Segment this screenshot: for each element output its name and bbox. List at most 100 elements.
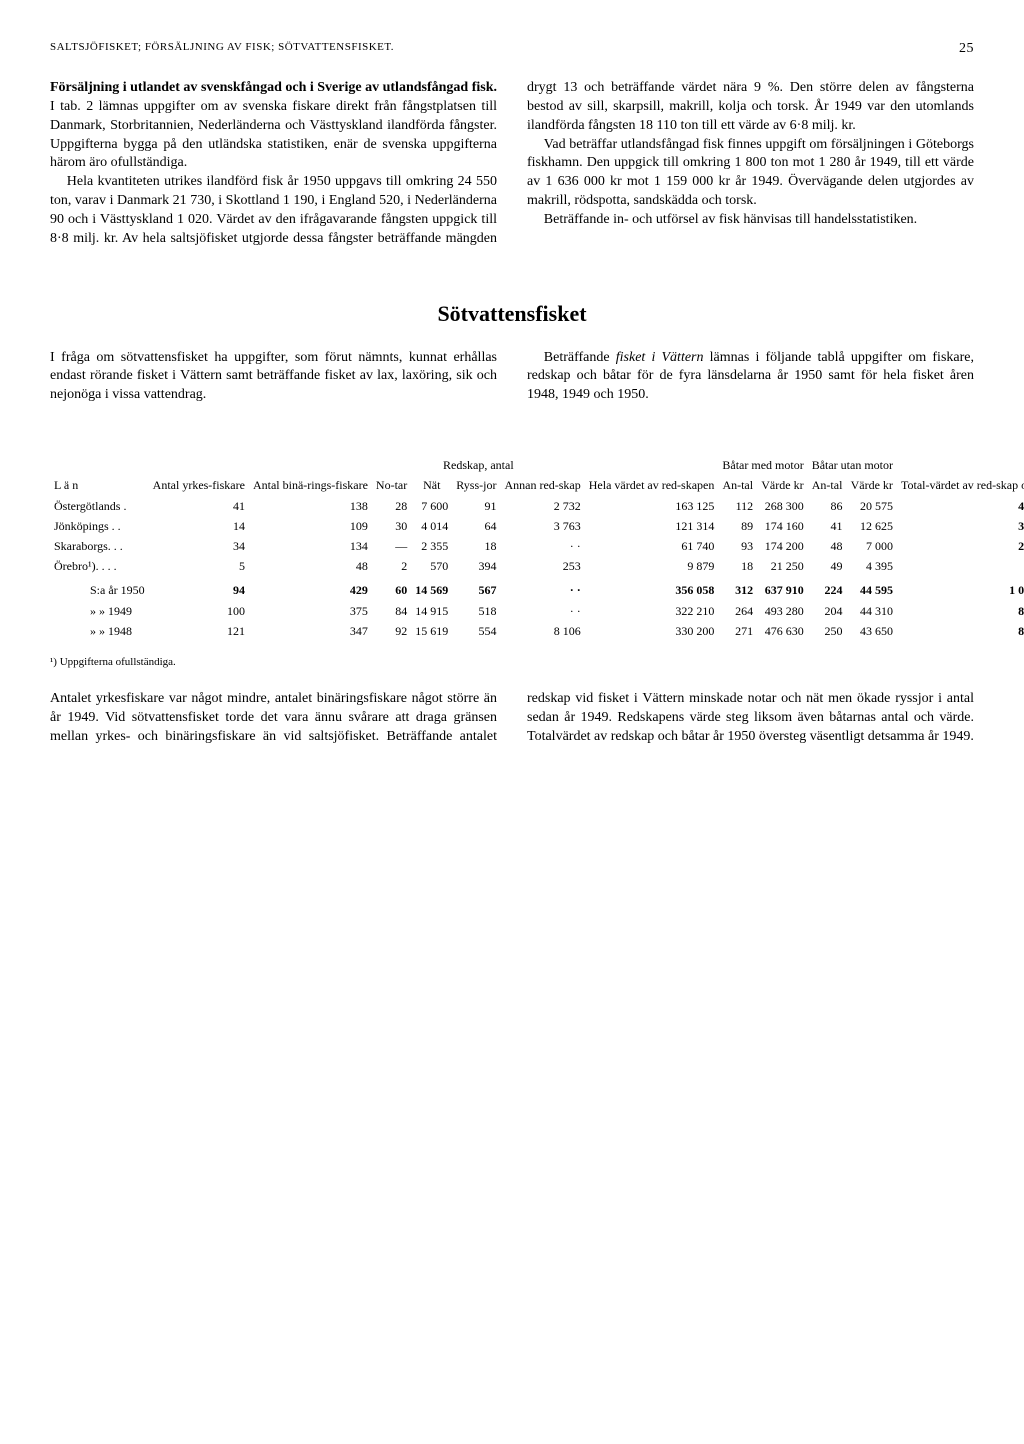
table-cell: 356 058 bbox=[585, 576, 719, 600]
table-cell: 567 bbox=[452, 576, 500, 600]
table-cell: 5 bbox=[149, 556, 249, 576]
table-header-row: L ä n Antal yrkes-fiskare Antal binä-rin… bbox=[50, 455, 1024, 475]
table-cell: 112 bbox=[718, 496, 757, 516]
paragraph: Beträffande in- och utförsel av fisk hän… bbox=[527, 211, 974, 230]
col-bmed: Båtar med motor bbox=[718, 455, 807, 475]
col-binar: Antal binä-rings-fiskare bbox=[249, 455, 372, 495]
table-cell: Jönköpings . . bbox=[50, 516, 149, 536]
table-cell: 61 740 bbox=[585, 536, 719, 556]
table-cell: 271 bbox=[718, 621, 757, 641]
table-cell: 493 280 bbox=[757, 601, 808, 621]
table-sum-row: » » 19481213479215 6195548 106330 200271… bbox=[50, 621, 1024, 641]
table-cell: 12 625 bbox=[846, 516, 897, 536]
table-cell: 174 160 bbox=[757, 516, 808, 536]
body-text-block-2: I fråga om sötvattensfisket ha uppgifter… bbox=[50, 349, 974, 406]
table-cell: · · bbox=[500, 536, 584, 556]
table-cell: 308 099 bbox=[897, 516, 1024, 536]
col-lan: L ä n bbox=[50, 455, 149, 495]
table-cell: 7 000 bbox=[846, 536, 897, 556]
table-cell: 89 bbox=[718, 516, 757, 536]
table-cell: Östergötlands . bbox=[50, 496, 149, 516]
table-cell: 64 bbox=[452, 516, 500, 536]
paragraph: Vad beträffar utlandsfångad fisk finnes … bbox=[527, 136, 974, 212]
col-redskap: Redskap, antal bbox=[372, 455, 585, 475]
table-cell: 204 bbox=[808, 601, 847, 621]
table-cell: 60 bbox=[372, 576, 411, 600]
table-cell: 268 300 bbox=[757, 496, 808, 516]
table-cell: 49 bbox=[808, 556, 847, 576]
table-cell: 138 bbox=[249, 496, 372, 516]
table-row: Skaraborgs. . .34134—2 35518· ·61 740931… bbox=[50, 536, 1024, 556]
table-row: Östergötlands .41138287 600912 732163 12… bbox=[50, 496, 1024, 516]
paragraph: Beträffande fisket i Vättern lämnas i fö… bbox=[527, 349, 974, 406]
table-cell: 7 600 bbox=[411, 496, 452, 516]
table-cell: 637 910 bbox=[757, 576, 808, 600]
table-cell: 92 bbox=[372, 621, 411, 641]
table-cell: 312 bbox=[718, 576, 757, 600]
table-cell: 41 bbox=[808, 516, 847, 536]
table-cell: » » 1948 bbox=[50, 621, 149, 641]
table-cell: S:a år 1950 bbox=[50, 576, 149, 600]
table-cell: 121 314 bbox=[585, 516, 719, 536]
para-text: Beträffande bbox=[544, 350, 616, 365]
table-cell: 850 480 bbox=[897, 621, 1024, 641]
col-notar: No-tar bbox=[372, 475, 411, 495]
table-cell: 20 575 bbox=[846, 496, 897, 516]
table-cell: 18 bbox=[718, 556, 757, 576]
col-annan: Annan red-skap bbox=[500, 475, 584, 495]
table-cell: 3 763 bbox=[500, 516, 584, 536]
table-cell: 15 619 bbox=[411, 621, 452, 641]
table-cell: 452 000 bbox=[897, 496, 1024, 516]
table-cell: · · bbox=[500, 601, 584, 621]
table-cell: 2 732 bbox=[500, 496, 584, 516]
table-cell: 224 bbox=[808, 576, 847, 600]
table-cell: 429 bbox=[249, 576, 372, 600]
col-total: Total-värdet av red-skap o. båtar bbox=[897, 455, 1024, 495]
paragraph: Antalet yrkesfiskare var något mindre, a… bbox=[50, 690, 974, 747]
table-cell: 1 038 563 bbox=[897, 576, 1024, 600]
section-title: Sötvattensfisket bbox=[50, 299, 974, 329]
table-cell: 570 bbox=[411, 556, 452, 576]
paragraph: Försäljning i utlandet av svenskfångad o… bbox=[50, 79, 497, 173]
table-cell: 554 bbox=[452, 621, 500, 641]
table-cell: 86 bbox=[808, 496, 847, 516]
data-table: L ä n Antal yrkes-fiskare Antal binä-rin… bbox=[50, 455, 1024, 641]
table-sum-row: S:a år 1950944296014 569567· ·356 058312… bbox=[50, 576, 1024, 600]
table-cell: 134 bbox=[249, 536, 372, 556]
col-butan: Båtar utan motor bbox=[808, 455, 897, 475]
table-cell: 91 bbox=[452, 496, 500, 516]
table-cell: 322 210 bbox=[585, 601, 719, 621]
table-cell: 14 bbox=[149, 516, 249, 536]
col-varde: Värde kr bbox=[757, 475, 808, 495]
table-cell: 44 310 bbox=[846, 601, 897, 621]
table-cell: 518 bbox=[452, 601, 500, 621]
col-antal: An-tal bbox=[808, 475, 847, 495]
table-cell: 163 125 bbox=[585, 496, 719, 516]
table-cell: 330 200 bbox=[585, 621, 719, 641]
body-text-block-1: Försäljning i utlandet av svenskfångad o… bbox=[50, 79, 974, 249]
table-cell: 9 879 bbox=[585, 556, 719, 576]
table-cell: 21 250 bbox=[757, 556, 808, 576]
table-cell: 30 bbox=[372, 516, 411, 536]
table-cell: 859 800 bbox=[897, 601, 1024, 621]
col-varde: Värde kr bbox=[846, 475, 897, 495]
table-cell: 41 bbox=[149, 496, 249, 516]
body-text-block-3: Antalet yrkesfiskare var något mindre, a… bbox=[50, 690, 974, 747]
lead-bold: Försäljning i utlandet av svenskfångad o… bbox=[50, 80, 497, 95]
table-cell: 375 bbox=[249, 601, 372, 621]
table-cell: 109 bbox=[249, 516, 372, 536]
running-header: SALTSJÖFISKET; FÖRSÄLJNING AV FISK; SÖTV… bbox=[50, 40, 974, 59]
table-cell: 28 bbox=[372, 496, 411, 516]
col-hela: Hela värdet av red-skapen bbox=[585, 455, 719, 495]
table-cell: 2 355 bbox=[411, 536, 452, 556]
table-footnote: ¹) Uppgifterna ofullständiga. bbox=[50, 655, 974, 670]
table-cell: 242 940 bbox=[897, 536, 1024, 556]
table-cell: Skaraborgs. . . bbox=[50, 536, 149, 556]
table-cell: 8 106 bbox=[500, 621, 584, 641]
page-number: 25 bbox=[959, 40, 974, 59]
col-antal: An-tal bbox=[718, 475, 757, 495]
paragraph: I fråga om sötvattensfisket ha uppgifter… bbox=[50, 349, 497, 406]
table-cell: » » 1949 bbox=[50, 601, 149, 621]
table-cell: 48 bbox=[249, 556, 372, 576]
table-cell: 14 569 bbox=[411, 576, 452, 600]
